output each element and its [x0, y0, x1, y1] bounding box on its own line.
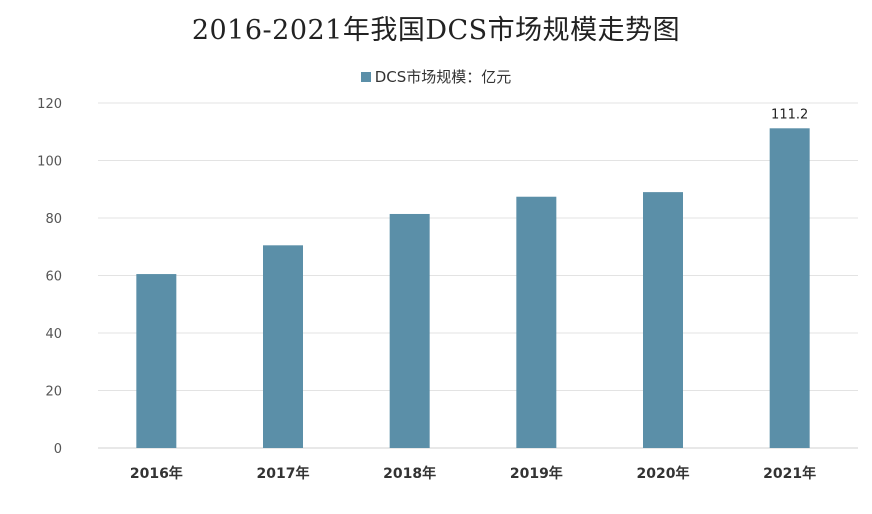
bar: [769, 128, 810, 449]
y-tick-label: 60: [45, 270, 62, 285]
legend: DCS市场规模：亿元: [0, 66, 872, 87]
data-label: 111.2: [771, 107, 808, 122]
bar: [263, 245, 303, 448]
legend-label: DCS市场规模：亿元: [374, 68, 512, 86]
y-tick-label: 80: [45, 212, 62, 227]
legend-swatch: [360, 72, 371, 82]
x-tick-label: 2016年: [130, 465, 183, 482]
x-tick-label: 2019年: [510, 465, 563, 482]
x-tick-label: 2018年: [383, 465, 436, 482]
bar: [643, 192, 683, 448]
y-tick-label: 20: [45, 385, 62, 400]
bar: [136, 274, 177, 448]
x-tick-label: 2017年: [257, 465, 310, 482]
y-tick-label: 100: [37, 155, 62, 170]
y-tick-label: 40: [45, 327, 62, 342]
x-tick-label: 2020年: [637, 465, 690, 482]
x-tick-label: 2021年: [763, 465, 816, 482]
y-tick-label: 120: [37, 97, 62, 112]
bar: [389, 213, 430, 448]
chart-title: 2016-2021年我国DCS市场规模走势图: [191, 15, 681, 46]
bar: [516, 196, 557, 448]
y-tick-label: 0: [54, 442, 62, 457]
